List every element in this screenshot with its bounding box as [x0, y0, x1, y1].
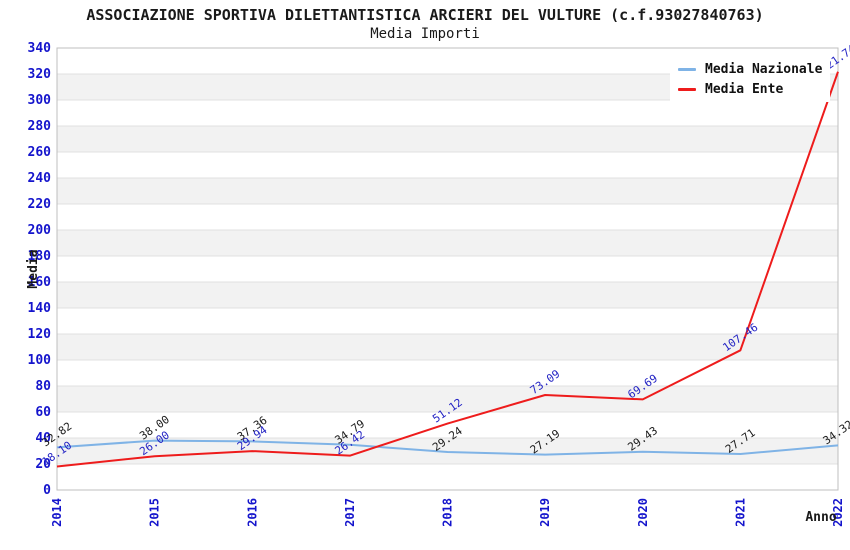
y-tick-label: 280 — [28, 119, 52, 134]
y-tick-label: 240 — [28, 171, 52, 186]
x-tick-label: 2015 — [148, 498, 162, 527]
x-tick-label: 2014 — [50, 498, 64, 527]
x-tick-label: 2021 — [733, 498, 747, 527]
plot-band — [57, 126, 838, 152]
y-tick-label: 40 — [35, 431, 51, 446]
y-tick-label: 100 — [28, 353, 52, 368]
x-tick-label: 2017 — [343, 498, 357, 527]
plot-band — [57, 178, 838, 204]
x-tick-label: 2016 — [245, 498, 259, 527]
y-tick-label: 300 — [28, 93, 52, 108]
y-tick-label: 180 — [28, 249, 52, 264]
legend-label-media-nazionale: Media Nazionale — [705, 62, 823, 77]
legend-item-media-ente: Media Ente — [678, 82, 822, 97]
y-tick-label: 260 — [28, 145, 52, 160]
plot-band — [57, 386, 838, 412]
x-tick-label: 2020 — [636, 498, 650, 527]
legend-label-media-ente: Media Ente — [705, 82, 784, 97]
plot-band — [57, 282, 838, 308]
legend-item-media-nazionale: Media Nazionale — [678, 62, 822, 77]
x-axis-title: Anno — [805, 510, 836, 525]
x-tick-label: 2019 — [538, 498, 552, 527]
y-tick-label: 0 — [43, 483, 51, 498]
chart-title: ASSOCIAZIONE SPORTIVA DILETTANTISTICA AR… — [86, 6, 764, 24]
plot-band — [57, 334, 838, 360]
y-tick-label: 320 — [28, 67, 52, 82]
series-line-media-nazionale — [56, 439, 839, 456]
y-tick-label: 200 — [28, 223, 52, 238]
legend-swatch-media-ente — [678, 88, 696, 91]
y-tick-label: 340 — [28, 41, 52, 56]
x-tick-label: 2022 — [831, 498, 845, 527]
plot-band — [57, 230, 838, 256]
legend: Media Nazionale Media Ente — [670, 57, 831, 102]
y-tick-label: 160 — [28, 275, 52, 290]
y-tick-label: 220 — [28, 197, 52, 212]
y-tick-label: 80 — [35, 379, 51, 394]
y-tick-label: 60 — [35, 405, 51, 420]
series-line-media-ente — [56, 71, 839, 468]
y-axis-title: Media — [26, 249, 41, 288]
y-tick-label: 140 — [28, 301, 52, 316]
legend-swatch-media-nazionale — [678, 68, 696, 71]
chart-subtitle: Media Importi — [370, 26, 480, 42]
y-tick-label: 20 — [35, 457, 51, 472]
plot-border — [56, 47, 839, 491]
x-tick-label: 2018 — [441, 498, 455, 527]
y-tick-label: 120 — [28, 327, 52, 342]
